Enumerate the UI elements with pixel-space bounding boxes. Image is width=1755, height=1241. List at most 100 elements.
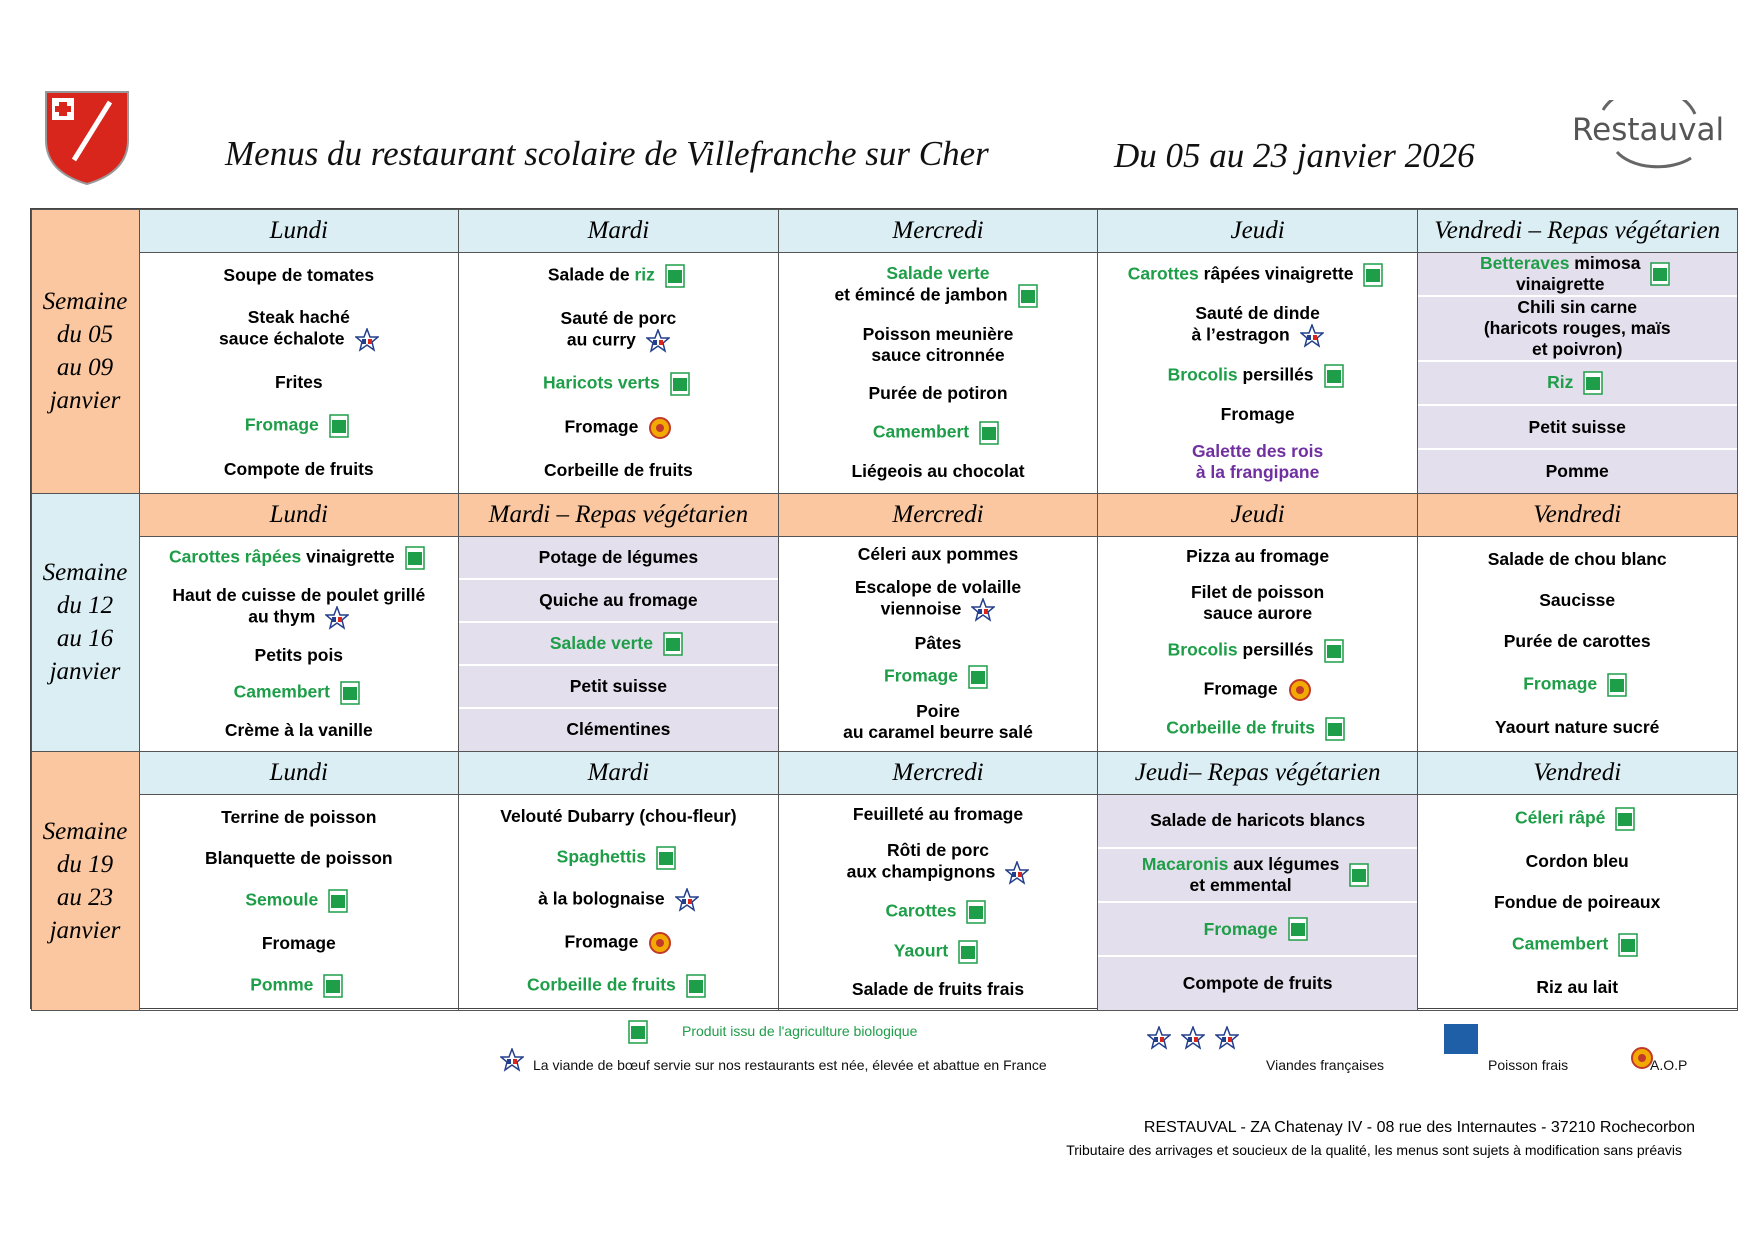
menu-item-text: Semoule [245,889,318,909]
text-segment: Galette des rois à la frangipane [1191,440,1324,482]
menu-item: Blanquette de poisson [140,848,459,869]
text-segment: Pâtes [914,632,962,653]
text-segment: Purée de carottes [1503,631,1651,652]
menu-item: Sauté de porc au curry [459,308,778,353]
menu-item: Fromage [779,665,1098,690]
text-segment: Pomme [250,974,314,995]
menu-item-text: Spaghettis [557,846,646,866]
label-icon [979,420,999,445]
menu-item-text: Pâtes [915,633,962,653]
label-icon [1147,1026,1171,1050]
menu-item: Carottes râpées vinaigrette [140,546,459,570]
label-icon [1650,261,1671,286]
menu-item: Fromage [1098,404,1417,425]
week-label: Semaine du 05 au 09 janvier [30,208,140,494]
text-segment: Fromage [1220,403,1295,424]
menu-item: Compote de fruits [1098,957,1417,1009]
text-segment: Filet de poisson sauce aurore [1190,582,1325,623]
menu-item-text: Céleri râpé [1515,807,1605,827]
text-segment: Soupe de tomates [223,264,375,285]
text-segment: et émincé de jambon [834,284,1008,305]
text-segment: Corbeille de fruits [544,459,693,480]
menu-item: Clémentines [459,709,778,750]
label-icon [1299,323,1324,348]
week-label: Semaine du 12 au 16 janvier [30,492,140,752]
text-segment: Salade de chou blanc [1487,548,1667,569]
menu-item-text: Brocolis persillés [1168,640,1314,660]
menu-item-text: Quiche au fromage [539,590,698,611]
menu-item-text: Macaronis aux légumes et emmental [1142,854,1339,896]
day-menu: Pizza au fromage Filet de poisson sauce a… [1097,535,1418,752]
menu-item-text: Camembert [234,682,330,702]
text-segment: Haricots verts [543,373,660,394]
menu-item: Petits pois [140,645,459,666]
menu-item: Haut de cuisse de poulet grillé au thym [140,585,459,630]
text-segment: Salade verte [549,633,653,653]
menu-item: Feuilleté au fromage [779,804,1098,825]
menu-item-text: Fromage [564,932,638,952]
menu-item: à la bolognaise [459,888,778,913]
text-segment: Fromage [1523,673,1598,694]
text-segment: Salade de [547,264,635,285]
day-header: Lundi [138,750,460,795]
text-segment: Betteraves [1479,252,1570,273]
menu-item: Steak haché sauce échalote [140,307,459,352]
period: Du 05 au 23 janvier 2026 [1114,136,1475,175]
menu-item-text: Poire au caramel beurre salé [843,701,1033,742]
menu-item-text: Fromage [245,415,319,435]
day-menu: Salade verte et émincé de jambon Poisson … [777,251,1099,494]
menu-item: Fromage [1418,673,1737,697]
menu-item: Filet de poisson sauce aurore [1098,582,1417,624]
legend-beef-icon [490,1048,524,1072]
menu-item-text: Carottes râpées vinaigrette [169,547,395,567]
day-menu: Céleri aux pommes Escalope de volaille vi… [777,535,1099,752]
text-segment: Clémentines [566,719,671,740]
label-icon [1323,363,1344,388]
text-segment: Chili sin carne (haricots rouges, maïs e… [1483,296,1671,359]
text-segment: aux légumes et emmental [1189,853,1340,895]
text-segment: Fromage [1203,918,1278,939]
day-menu: Feuilleté au fromage Rôti de porc aux cha… [777,793,1099,1011]
text-segment: Carottes râpées [168,546,302,567]
text-segment: persillés [1237,639,1314,660]
title: Menus du restaurant scolaire de Villefra… [225,134,989,173]
text-segment: Céleri aux pommes [857,544,1019,565]
label-icon [323,973,344,998]
day-header: Mardi [458,208,779,253]
legend-fish: Poisson frais [1488,1057,1569,1073]
menu-item: Fromage [1098,678,1417,702]
day-header: Lundi [138,208,460,253]
menu-item: Camembert [1418,932,1737,957]
menu-item: Riz [1417,362,1737,406]
text-segment: Semoule [245,889,319,910]
day-menu: Terrine de poisson Blanquette de poisson S… [138,793,460,1011]
menu-item: Escalope de volaille viennoise [779,577,1098,622]
day-header: Mercredi [777,750,1099,795]
label-icon [354,327,379,352]
day-menu: Soupe de tomates Steak haché sauce échalo… [138,251,460,494]
day-menu: Salade de haricots blancs Macaronis aux l… [1097,793,1418,1011]
text-segment: à la bolognaise [538,889,665,910]
menu-item: Saucisse [1418,590,1737,611]
text-segment: râpées vinaigrette [1198,263,1354,284]
day-header: Mardi [458,750,779,795]
label-icon [686,974,706,998]
menu-item: Fromage [140,933,459,954]
day-header: Mercredi [777,208,1099,253]
text-segment: Compote de fruits [223,459,374,480]
menu-item-text: Filet de poisson sauce aurore [1191,582,1324,623]
menu-item-text: Compote de fruits [224,459,374,479]
label-icon [645,328,670,353]
text-segment: Fromage [884,665,958,686]
text-segment: Fromage [261,932,336,953]
day-header: Vendredi [1416,492,1738,537]
menu-item: Fromage [459,416,778,440]
text-segment: Purée de potiron [868,382,1008,403]
legend-aop-icon [1620,1046,1654,1070]
menu-item-text: Salade verte et émincé de jambon [834,263,1007,305]
menu-item: Fromage [140,414,459,439]
menu-item: Fromage [459,931,778,955]
label-icon [340,681,360,705]
menu-item-text: Chili sin carne (haricots rouges, maïs e… [1484,297,1671,360]
text-segment: Pomme [1545,460,1609,481]
